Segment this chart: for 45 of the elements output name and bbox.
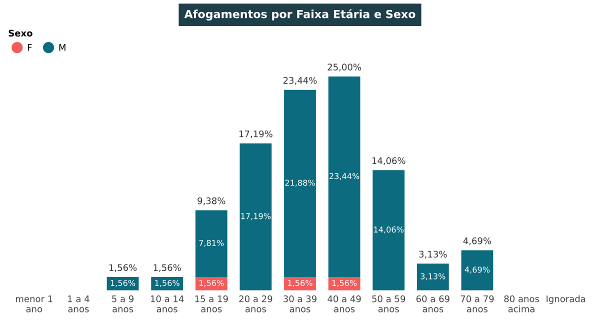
data-label: 4,69% bbox=[464, 266, 490, 274]
bar bbox=[461, 250, 494, 290]
data-label: 17,19% bbox=[241, 213, 271, 220]
bar bbox=[372, 170, 405, 290]
total-label: 9,38% bbox=[198, 197, 226, 206]
bar bbox=[195, 210, 228, 278]
total-label: 1,56% bbox=[109, 264, 137, 272]
total-label: 14,06% bbox=[372, 157, 406, 166]
data-label: 7,81% bbox=[199, 240, 224, 247]
legend-label: F bbox=[28, 44, 32, 51]
x-tick-label: 70 a 79 anos bbox=[460, 295, 494, 312]
x-tick-label: menor 1 ano bbox=[16, 296, 52, 312]
legend-label: M bbox=[59, 44, 66, 51]
data-label: 1,56% bbox=[288, 280, 312, 287]
total-label: 17,19% bbox=[239, 130, 272, 138]
bar bbox=[284, 90, 316, 278]
bar bbox=[240, 143, 272, 290]
legend-title: Sexo bbox=[8, 30, 32, 37]
x-tick-label: 10 a 14 anos bbox=[150, 295, 184, 312]
x-tick-label: 15 a 19 anos bbox=[195, 295, 228, 312]
x-tick-label: 20 a 29 anos bbox=[239, 295, 272, 312]
x-tick-label: 50 a 59 anos bbox=[372, 295, 406, 312]
x-tick-label: 30 a 39 anos bbox=[284, 295, 316, 312]
data-label: 21,88% bbox=[285, 180, 315, 187]
chart-title: Afogamentos por Faixa Etária e Sexo bbox=[184, 9, 416, 20]
total-label: 25,00% bbox=[328, 64, 362, 72]
data-label: 1,56% bbox=[155, 280, 180, 287]
data-label: 14,06% bbox=[374, 226, 404, 234]
x-tick-label: 80 anos acima bbox=[504, 295, 540, 312]
x-tick-label: 40 a 49 anos bbox=[328, 295, 361, 312]
x-tick-label: Ignorada bbox=[546, 295, 586, 304]
data-label: 23,44% bbox=[330, 173, 360, 180]
total-label: 1,56% bbox=[154, 264, 181, 272]
bar bbox=[416, 264, 449, 290]
x-tick-label: 5 a 9 anos bbox=[112, 295, 134, 312]
total-label: 3,13% bbox=[419, 250, 447, 259]
total-label: 4,69% bbox=[463, 237, 492, 246]
x-tick-label: 60 a 69 anos bbox=[416, 295, 450, 312]
total-label: 23,44% bbox=[283, 77, 317, 85]
bar bbox=[328, 76, 360, 278]
data-label: 1,56% bbox=[199, 280, 224, 287]
x-tick-label: 1 a 4 anos bbox=[68, 296, 90, 312]
data-label: 1,56% bbox=[110, 280, 136, 287]
data-label: 1,56% bbox=[332, 280, 357, 287]
data-label: 3,13% bbox=[420, 273, 446, 280]
